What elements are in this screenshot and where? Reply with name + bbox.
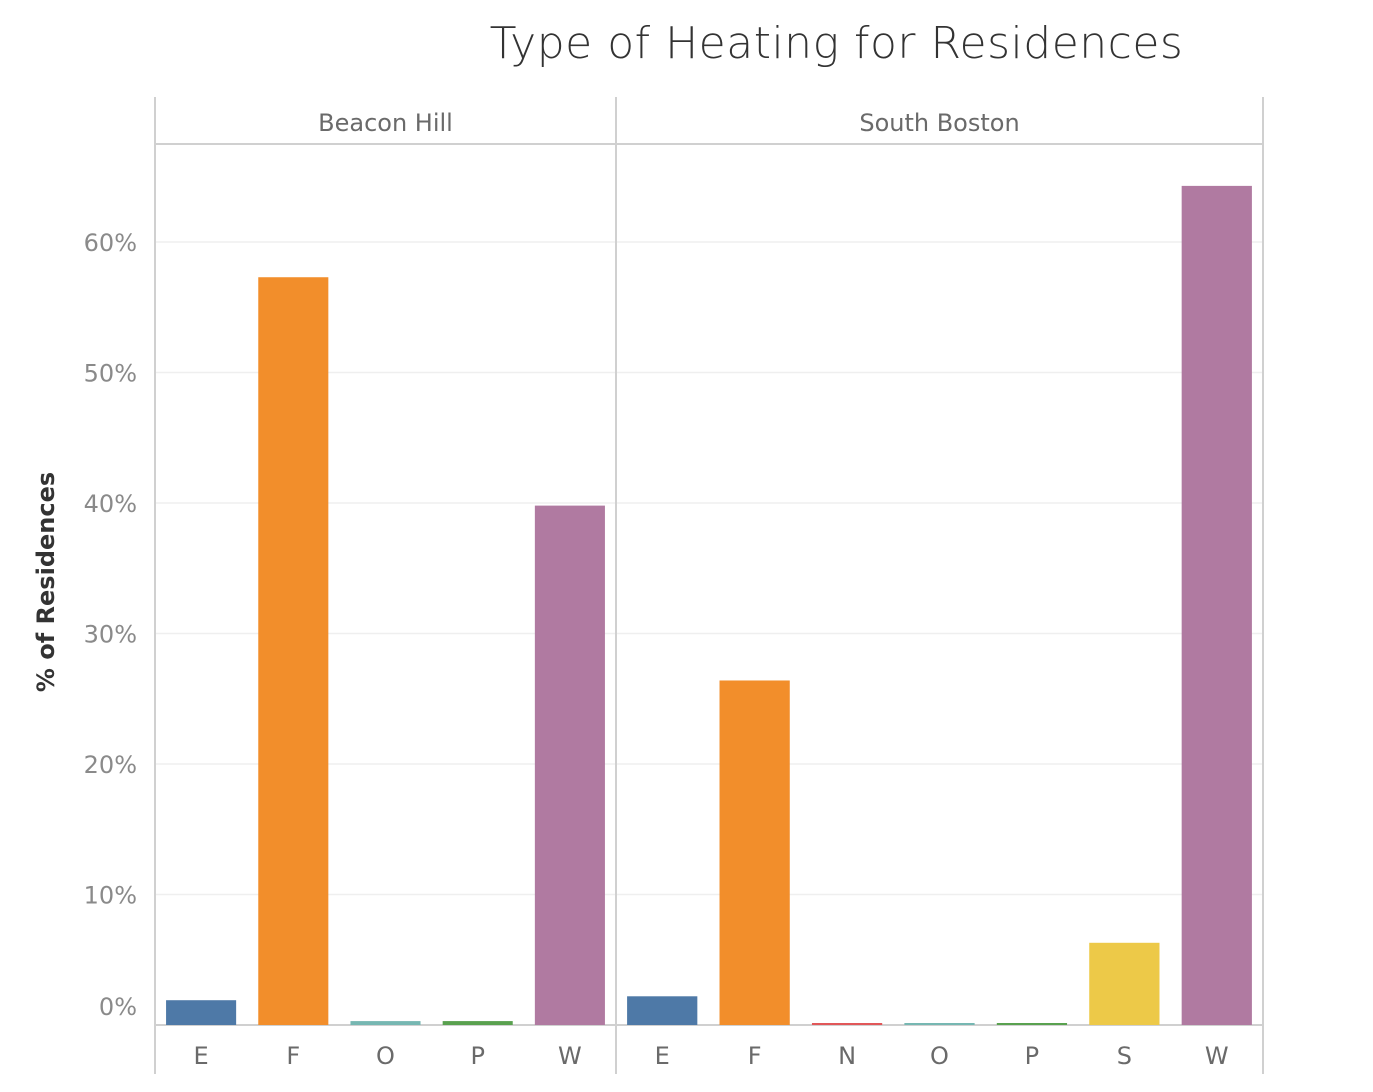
- y-tick-label: 20%: [84, 751, 137, 779]
- x-tick-label: P: [470, 1042, 484, 1070]
- bar: [350, 1021, 421, 1025]
- x-tick-label: S: [1117, 1042, 1132, 1070]
- x-tick-label: W: [558, 1042, 582, 1070]
- bar: [258, 277, 329, 1025]
- x-tick-label: F: [748, 1042, 762, 1070]
- bar: [719, 680, 790, 1025]
- y-axis-title: % of Residences: [32, 472, 60, 692]
- bar: [996, 1023, 1068, 1025]
- y-tick-label: 40%: [84, 490, 137, 518]
- x-tick-label: F: [286, 1042, 300, 1070]
- y-tick-label: 0%: [99, 993, 137, 1021]
- x-tick-label: E: [194, 1042, 209, 1070]
- chart-title: Type of Heating for Residences: [489, 18, 1184, 69]
- x-tick-label: P: [1025, 1042, 1039, 1070]
- bar: [1089, 942, 1160, 1025]
- bar: [627, 996, 698, 1025]
- y-tick-label: 10%: [84, 882, 137, 910]
- y-tick-label: 50%: [84, 360, 137, 388]
- x-tick-label: W: [1205, 1042, 1229, 1070]
- bar: [534, 505, 605, 1025]
- x-tick-label: O: [376, 1042, 395, 1070]
- bar: [811, 1023, 883, 1025]
- bar: [904, 1023, 975, 1025]
- bar: [1181, 185, 1252, 1025]
- panel-header-label: South Boston: [859, 109, 1019, 137]
- x-tick-label: O: [930, 1042, 949, 1070]
- y-tick-label: 30%: [84, 621, 137, 649]
- bar: [442, 1021, 513, 1025]
- panel-header-label: Beacon Hill: [318, 109, 453, 137]
- y-tick-label: 60%: [84, 229, 137, 257]
- bar: [166, 1000, 237, 1025]
- x-tick-label: E: [655, 1042, 670, 1070]
- x-tick-label: N: [838, 1042, 856, 1070]
